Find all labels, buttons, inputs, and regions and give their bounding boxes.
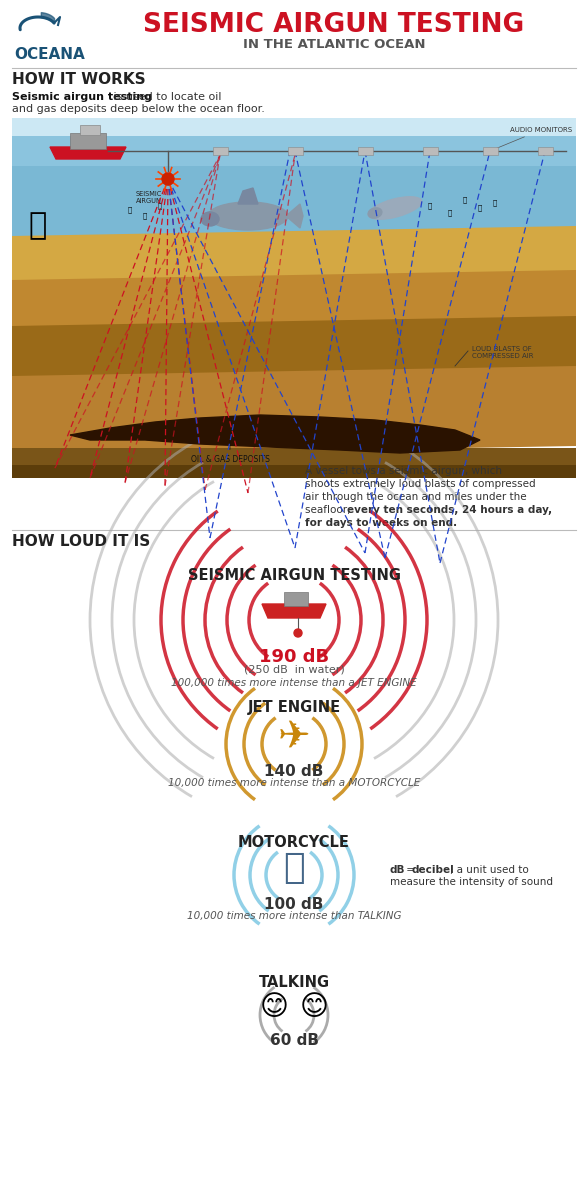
Text: JET ENGINE: JET ENGINE	[248, 700, 340, 715]
Text: dB: dB	[390, 865, 406, 875]
FancyBboxPatch shape	[12, 464, 576, 478]
Text: =: =	[403, 865, 418, 875]
Text: 10,000 times more intense than a MOTORCYCLE: 10,000 times more intense than a MOTORCY…	[168, 778, 420, 788]
Text: 🏍: 🏍	[283, 851, 305, 886]
Text: , a unit used to: , a unit used to	[450, 865, 529, 875]
Text: 🐟: 🐟	[478, 205, 482, 211]
Text: 100,000 times more intense than a JET ENGINE: 100,000 times more intense than a JET EN…	[171, 678, 417, 688]
Polygon shape	[12, 316, 576, 383]
Text: OIL & GAS DEPOSITS: OIL & GAS DEPOSITS	[191, 440, 269, 464]
FancyBboxPatch shape	[212, 146, 228, 155]
Text: TALKING: TALKING	[259, 974, 329, 990]
Text: Seismic airgun testing: Seismic airgun testing	[12, 92, 152, 102]
Text: 🐟: 🐟	[143, 212, 147, 220]
Polygon shape	[262, 604, 326, 618]
Text: MOTORCYCLE: MOTORCYCLE	[238, 835, 350, 850]
Ellipse shape	[208, 202, 288, 230]
Polygon shape	[12, 270, 576, 332]
Text: 😊: 😊	[259, 994, 289, 1021]
FancyBboxPatch shape	[80, 125, 100, 134]
Text: 190 dB: 190 dB	[259, 648, 329, 666]
Polygon shape	[238, 188, 258, 204]
Text: for days to weeks on end.: for days to weeks on end.	[305, 518, 457, 528]
Text: 140 dB: 140 dB	[265, 764, 323, 779]
Text: 100 dB: 100 dB	[265, 898, 323, 912]
Text: 60 dB: 60 dB	[269, 1033, 319, 1048]
Text: 🐟: 🐟	[493, 199, 497, 206]
FancyBboxPatch shape	[358, 146, 373, 155]
Text: shoots extremely loud blasts of compressed: shoots extremely loud blasts of compress…	[305, 479, 536, 490]
Circle shape	[162, 173, 174, 185]
Text: 🐢: 🐢	[29, 211, 47, 240]
Text: SEISMIC AIRGUN TESTING: SEISMIC AIRGUN TESTING	[143, 12, 524, 38]
Text: ✈: ✈	[278, 718, 310, 756]
FancyBboxPatch shape	[483, 146, 497, 155]
Circle shape	[294, 629, 302, 637]
Text: SEISMIC AIRGUN TESTING: SEISMIC AIRGUN TESTING	[188, 568, 400, 583]
Text: HOW IT WORKS: HOW IT WORKS	[12, 72, 146, 86]
Text: 🐟: 🐟	[448, 210, 452, 216]
Text: 10,000 times more intense than TALKING: 10,000 times more intense than TALKING	[187, 911, 401, 922]
Text: air through the ocean and miles under the: air through the ocean and miles under th…	[305, 492, 527, 502]
Polygon shape	[286, 204, 303, 228]
Text: and gas deposits deep below the ocean floor.: and gas deposits deep below the ocean fl…	[12, 104, 265, 114]
Text: decibel: decibel	[412, 865, 455, 875]
Text: 🐟: 🐟	[158, 203, 162, 209]
Text: AUDIO MONITORS: AUDIO MONITORS	[493, 127, 572, 150]
Text: is used to locate oil: is used to locate oil	[110, 92, 222, 102]
Text: SEISMIC
AIRGUN: SEISMIC AIRGUN	[136, 191, 162, 204]
FancyBboxPatch shape	[70, 133, 106, 149]
Polygon shape	[50, 146, 126, 158]
Polygon shape	[70, 415, 480, 452]
FancyBboxPatch shape	[12, 448, 576, 464]
FancyBboxPatch shape	[423, 146, 437, 155]
Text: LOUD BLASTS OF
COMPRESSED AIR: LOUD BLASTS OF COMPRESSED AIR	[472, 346, 533, 359]
Ellipse shape	[368, 208, 382, 218]
Text: OCEANA: OCEANA	[14, 47, 85, 62]
Text: (250 dB  in water): (250 dB in water)	[243, 665, 345, 674]
Polygon shape	[12, 226, 576, 286]
Ellipse shape	[368, 197, 422, 220]
FancyBboxPatch shape	[284, 592, 308, 606]
Text: 🐟: 🐟	[463, 197, 467, 203]
Polygon shape	[12, 366, 576, 456]
Text: seafloor,: seafloor,	[305, 505, 354, 515]
Text: IN THE ATLANTIC OCEAN: IN THE ATLANTIC OCEAN	[243, 38, 425, 50]
Text: HOW LOUD IT IS: HOW LOUD IT IS	[12, 534, 151, 550]
Text: 🐟: 🐟	[428, 203, 432, 209]
FancyBboxPatch shape	[288, 146, 302, 155]
Text: A vessel tows a seismic airgun, which: A vessel tows a seismic airgun, which	[305, 466, 502, 476]
FancyBboxPatch shape	[12, 136, 576, 166]
FancyBboxPatch shape	[12, 136, 576, 241]
FancyBboxPatch shape	[12, 118, 576, 146]
Text: measure the intensity of sound: measure the intensity of sound	[390, 877, 553, 887]
Text: every ten seconds, 24 hours a day,: every ten seconds, 24 hours a day,	[347, 505, 552, 515]
Text: 🐟: 🐟	[128, 206, 132, 214]
FancyBboxPatch shape	[537, 146, 553, 155]
Ellipse shape	[201, 212, 219, 226]
Text: 😊: 😊	[299, 994, 329, 1021]
